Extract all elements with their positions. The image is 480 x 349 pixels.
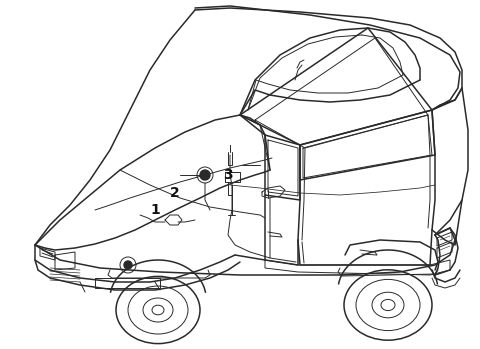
Circle shape (124, 261, 132, 269)
Text: 1: 1 (150, 203, 160, 217)
Text: 3: 3 (223, 168, 233, 182)
Text: 2: 2 (170, 186, 180, 200)
Circle shape (200, 170, 210, 180)
